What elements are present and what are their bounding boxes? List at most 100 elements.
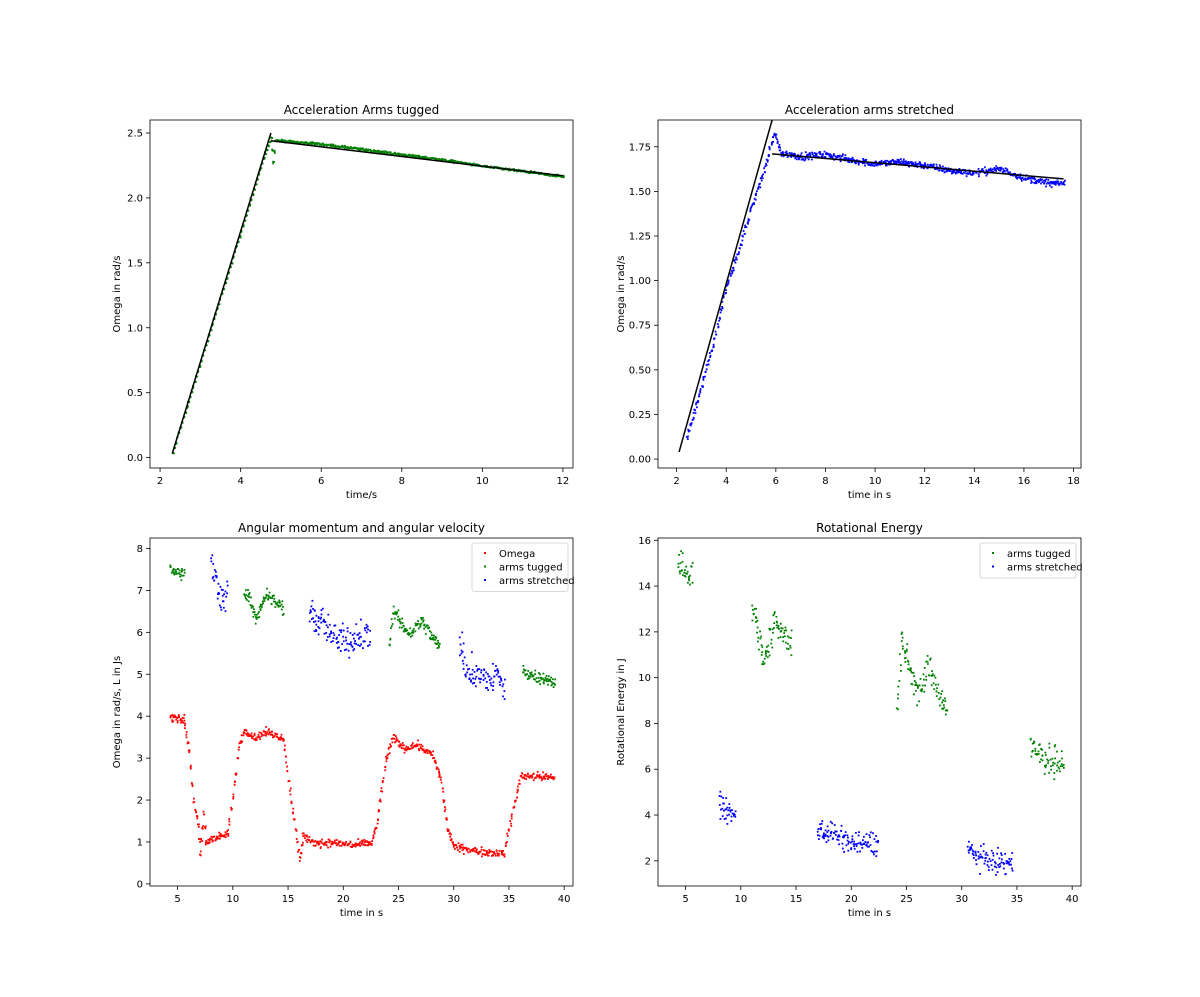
data-point [478, 850, 481, 853]
data-point [749, 210, 752, 213]
data-point [923, 678, 925, 681]
data-point [497, 671, 500, 674]
data-point [215, 313, 217, 316]
data-point [187, 742, 190, 744]
data-point [827, 153, 830, 155]
data-point [398, 152, 400, 155]
data-point [686, 572, 688, 575]
data-point [816, 830, 819, 833]
data-point [944, 709, 947, 712]
data-point [188, 751, 191, 754]
data-point [863, 159, 866, 162]
data-point [699, 390, 702, 392]
data-point [190, 782, 193, 784]
data-point [384, 150, 387, 153]
data-point [552, 777, 555, 780]
data-point [341, 144, 344, 147]
data-point [286, 140, 288, 143]
data-point [474, 678, 477, 680]
data-point [1060, 763, 1063, 766]
data-point [305, 834, 308, 837]
data-point [777, 624, 780, 627]
data-point [971, 853, 974, 855]
data-point [500, 850, 503, 852]
data-point [445, 817, 448, 819]
data-point [263, 156, 266, 159]
data-point [431, 634, 433, 636]
data-point [292, 811, 294, 814]
data-point [303, 142, 306, 145]
data-point [410, 155, 413, 158]
data-point [495, 665, 497, 667]
data-point [363, 838, 366, 841]
data-point [182, 721, 184, 724]
y-tick-label: 0.00 [629, 455, 651, 466]
data-point [377, 819, 379, 821]
data-point [772, 136, 775, 138]
data-point [257, 178, 259, 181]
data-point [396, 612, 398, 614]
data-point [839, 160, 842, 163]
y-tick-label: 4 [137, 712, 143, 723]
data-point [344, 144, 346, 147]
data-point [779, 636, 782, 638]
data-point [1056, 761, 1059, 764]
data-point [388, 151, 391, 154]
data-point [699, 391, 702, 394]
data-point [891, 159, 894, 162]
data-point [462, 853, 465, 855]
data-point [417, 627, 420, 630]
data-point [735, 256, 737, 259]
data-point [980, 856, 982, 858]
data-point [353, 648, 356, 650]
data-point [343, 147, 346, 149]
data-point [949, 170, 952, 172]
data-point [1030, 755, 1033, 758]
data-point [1034, 750, 1037, 752]
data-point [191, 783, 194, 786]
data-point [688, 429, 691, 432]
data-point [995, 866, 998, 869]
data-point [749, 207, 752, 210]
data-point [452, 845, 455, 848]
data-point [853, 161, 856, 164]
data-point [191, 785, 194, 787]
data-point [776, 626, 779, 629]
data-point [471, 651, 473, 654]
data-point [248, 733, 250, 736]
data-point [527, 772, 529, 775]
data-point [862, 159, 865, 162]
data-point [896, 160, 899, 163]
data-point [444, 806, 446, 808]
data-point [218, 831, 220, 834]
data-point [912, 671, 915, 674]
data-point [698, 393, 701, 396]
y-tick-label: 10 [638, 673, 651, 684]
data-point [398, 618, 401, 621]
data-point [403, 153, 406, 156]
data-point [727, 280, 730, 282]
data-point [177, 568, 179, 570]
data-point [399, 743, 402, 746]
data-point [262, 602, 264, 605]
data-point [488, 850, 491, 853]
data-point [482, 853, 484, 856]
data-point [726, 823, 729, 825]
data-point [327, 613, 330, 616]
data-point [834, 830, 837, 833]
data-point [514, 800, 516, 803]
y-tick-label: 5 [137, 670, 143, 681]
data-point [540, 779, 543, 782]
data-point [255, 739, 258, 741]
data-point [532, 773, 535, 775]
data-point [403, 751, 406, 754]
data-point [388, 644, 391, 647]
data-point [358, 149, 360, 151]
data-point [535, 776, 538, 779]
data-point [399, 744, 402, 747]
data-point [465, 849, 468, 852]
data-point [416, 743, 418, 746]
data-point [366, 841, 369, 844]
data-point [904, 656, 907, 659]
data-point [1054, 744, 1057, 746]
